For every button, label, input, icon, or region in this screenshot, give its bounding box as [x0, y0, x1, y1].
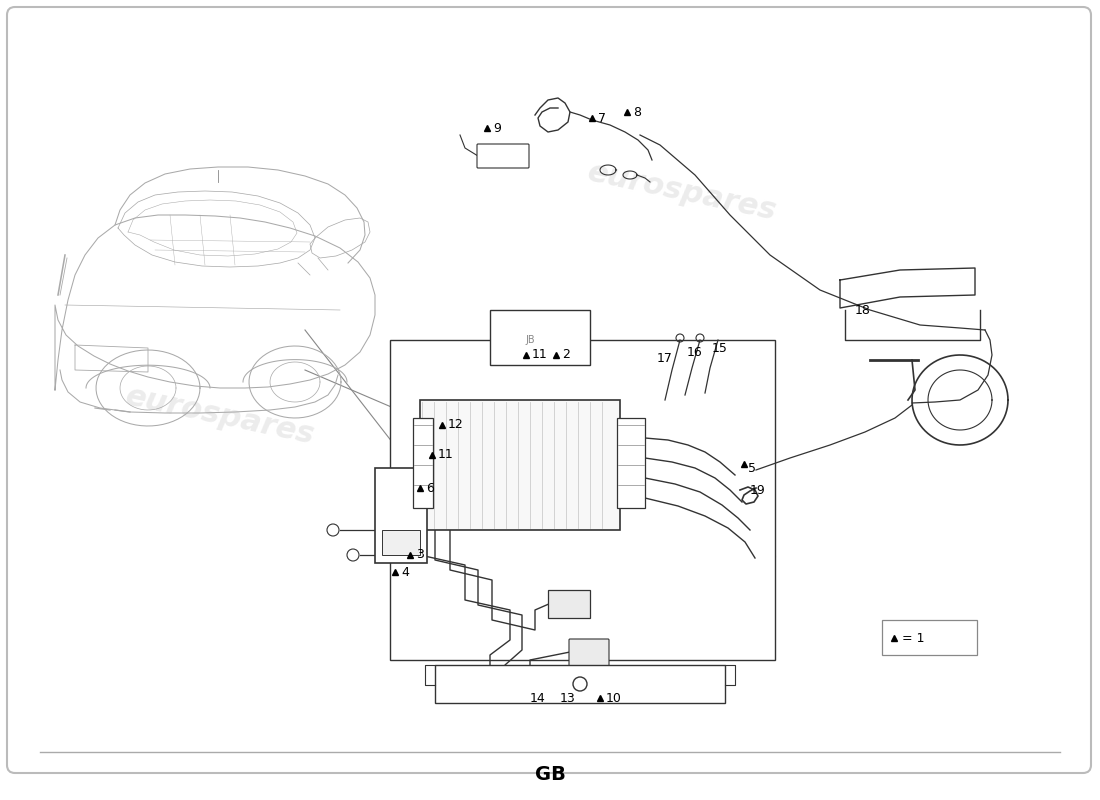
FancyBboxPatch shape: [882, 620, 977, 655]
FancyBboxPatch shape: [434, 665, 725, 703]
Text: 7: 7: [598, 111, 606, 125]
Text: 11: 11: [438, 449, 453, 462]
Text: 18: 18: [855, 303, 871, 317]
Text: = 1: = 1: [902, 631, 924, 645]
FancyBboxPatch shape: [390, 340, 776, 660]
Text: 16: 16: [688, 346, 703, 358]
FancyBboxPatch shape: [375, 468, 427, 563]
Text: 2: 2: [562, 349, 570, 362]
Text: 14: 14: [530, 691, 546, 705]
Text: GB: GB: [535, 766, 565, 785]
Text: 13: 13: [560, 691, 575, 705]
Text: eurospares: eurospares: [123, 382, 317, 450]
Text: 4: 4: [402, 566, 409, 578]
Text: 12: 12: [448, 418, 464, 431]
Text: 17: 17: [657, 351, 673, 365]
Text: 8: 8: [632, 106, 641, 118]
Text: eurospares: eurospares: [585, 158, 779, 226]
FancyBboxPatch shape: [617, 418, 645, 508]
FancyBboxPatch shape: [548, 590, 590, 618]
Text: 15: 15: [712, 342, 728, 354]
FancyBboxPatch shape: [477, 144, 529, 168]
Text: 10: 10: [606, 691, 621, 705]
FancyBboxPatch shape: [420, 400, 620, 530]
FancyBboxPatch shape: [7, 7, 1091, 773]
Text: 19: 19: [750, 483, 766, 497]
FancyBboxPatch shape: [490, 310, 590, 365]
FancyBboxPatch shape: [382, 530, 420, 555]
Text: 3: 3: [416, 549, 424, 562]
Text: 5: 5: [748, 462, 756, 474]
Text: eurospares: eurospares: [585, 510, 779, 578]
Text: 9: 9: [493, 122, 500, 134]
FancyBboxPatch shape: [412, 418, 433, 508]
FancyBboxPatch shape: [569, 639, 609, 666]
Text: 11: 11: [532, 349, 548, 362]
Text: JB: JB: [525, 335, 535, 345]
Text: 6: 6: [426, 482, 433, 494]
